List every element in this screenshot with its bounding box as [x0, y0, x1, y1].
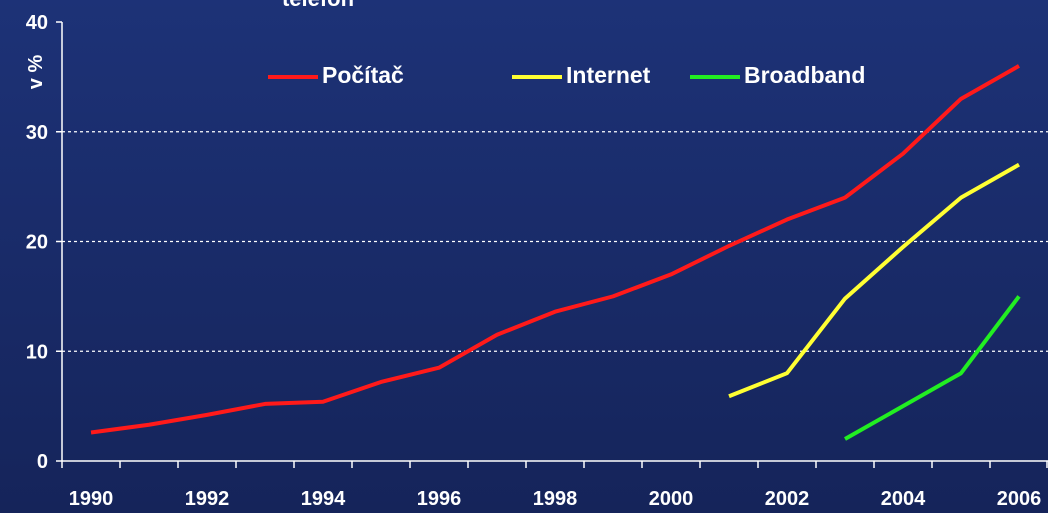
legend-label: Počítač [322, 62, 404, 88]
y-axis-label: v % [25, 55, 47, 90]
x-tick-label: 1992 [185, 488, 230, 510]
legend-label: Internet [566, 62, 651, 88]
series-line [90, 64, 1020, 435]
x-tick-label: 1994 [301, 488, 346, 510]
series-line [728, 162, 1020, 399]
x-tick-label: 2002 [765, 488, 810, 510]
y-tick-label: 10 [26, 341, 48, 363]
x-tick-label: 1996 [417, 488, 462, 510]
x-tick-label: 1990 [69, 488, 114, 510]
x-tick-label: 2004 [881, 488, 926, 510]
series-line [844, 295, 1021, 441]
x-tick-label: 2000 [649, 488, 694, 510]
x-tick-label: 2006 [997, 488, 1042, 510]
x-tick-label: 1998 [533, 488, 578, 510]
legend-label: Broadband [744, 62, 865, 88]
y-tick-label: 40 [26, 12, 48, 34]
chart-title: telefon [282, 0, 354, 11]
y-tick-label: 0 [37, 451, 48, 473]
y-tick-label: 20 [26, 232, 48, 254]
y-tick-label: 30 [26, 122, 48, 144]
